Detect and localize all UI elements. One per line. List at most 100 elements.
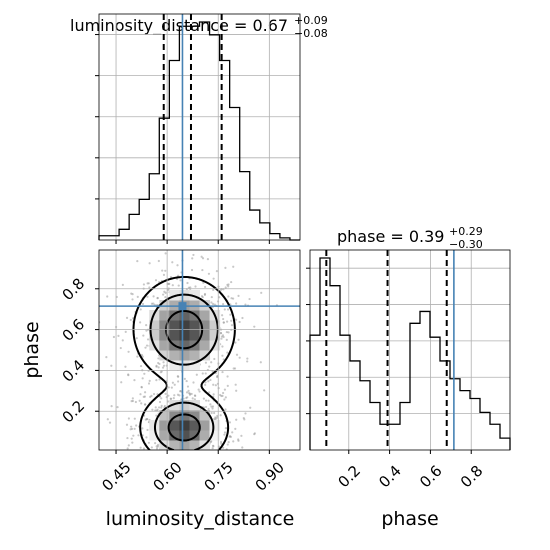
histogram-step-line bbox=[98, 21, 300, 241]
sample-point bbox=[259, 361, 262, 364]
density-cell bbox=[169, 320, 180, 331]
sample-point bbox=[211, 302, 215, 306]
sample-point bbox=[227, 283, 230, 286]
xlabel-luminosity-distance: luminosity_distance bbox=[106, 508, 295, 530]
sample-point bbox=[171, 284, 174, 287]
sample-point bbox=[181, 451, 183, 453]
x-tick-label: 0.90 bbox=[252, 458, 288, 494]
sample-point bbox=[227, 331, 230, 334]
y-tick-label: 0.8 bbox=[59, 274, 89, 304]
sample-point bbox=[177, 274, 180, 277]
sample-point bbox=[124, 365, 127, 368]
density-cell bbox=[199, 430, 211, 441]
sample-point bbox=[204, 399, 208, 402]
sample-point bbox=[227, 451, 229, 453]
density-cell bbox=[179, 330, 190, 341]
x-tick-label: 0.45 bbox=[98, 458, 134, 494]
sample-point bbox=[180, 458, 182, 460]
density-cell bbox=[149, 320, 160, 331]
phase-histogram: 0.2 0.4 0.6 0.8 bbox=[306, 249, 511, 492]
sample-point bbox=[204, 361, 208, 364]
sample-point bbox=[158, 400, 162, 404]
sample-point bbox=[192, 467, 194, 469]
sample-point bbox=[204, 372, 207, 375]
sample-point bbox=[229, 313, 232, 316]
sample-point bbox=[184, 473, 186, 475]
sample-point bbox=[206, 258, 210, 261]
sample-point bbox=[198, 390, 201, 393]
density-cell bbox=[199, 320, 211, 331]
sample-point bbox=[207, 399, 210, 402]
sample-point bbox=[133, 427, 136, 430]
sample-point bbox=[248, 297, 251, 301]
density-cell bbox=[159, 410, 170, 421]
density-cell bbox=[159, 300, 170, 311]
sample-point bbox=[219, 414, 222, 417]
x-tick-label: 0.4 bbox=[375, 462, 405, 492]
sample-point bbox=[152, 302, 155, 305]
sample-point bbox=[200, 295, 204, 298]
sample-point bbox=[241, 316, 244, 320]
truth-marker bbox=[178, 302, 187, 311]
sample-point bbox=[173, 394, 176, 397]
sample-point bbox=[151, 408, 154, 411]
sample-point bbox=[188, 474, 190, 476]
sample-point bbox=[260, 291, 263, 294]
sample-point bbox=[87, 423, 89, 425]
sample-point bbox=[226, 320, 229, 323]
sample-point bbox=[221, 354, 224, 357]
sample-point bbox=[168, 282, 171, 285]
sample-point bbox=[139, 308, 142, 311]
sample-point bbox=[210, 411, 213, 415]
sample-point bbox=[155, 453, 157, 455]
density-cell bbox=[199, 420, 211, 431]
sample-point bbox=[194, 285, 197, 288]
sample-point bbox=[226, 375, 229, 378]
sample-point bbox=[126, 436, 129, 440]
density-cell bbox=[189, 420, 200, 431]
sample-point bbox=[249, 406, 252, 409]
sample-point bbox=[197, 388, 200, 391]
sample-point bbox=[158, 406, 161, 409]
sample-point bbox=[263, 389, 266, 392]
sample-point bbox=[135, 337, 138, 340]
sample-point bbox=[152, 392, 156, 396]
density-cell bbox=[199, 310, 211, 321]
sample-point bbox=[162, 364, 166, 367]
density-cell bbox=[169, 330, 180, 341]
sample-point bbox=[121, 339, 124, 342]
sample-point bbox=[214, 384, 217, 387]
sample-point bbox=[110, 405, 113, 408]
sample-point bbox=[147, 382, 151, 385]
sample-point bbox=[185, 379, 188, 383]
sample-point bbox=[213, 417, 216, 421]
sample-point bbox=[194, 463, 196, 465]
sample-point bbox=[160, 404, 163, 407]
sample-point bbox=[162, 293, 165, 296]
sample-point bbox=[148, 262, 151, 265]
sample-point bbox=[152, 295, 155, 298]
density-cell bbox=[179, 320, 190, 331]
sample-point bbox=[187, 477, 189, 479]
sample-point bbox=[195, 373, 198, 376]
sample-point bbox=[225, 338, 228, 341]
sample-point bbox=[186, 385, 190, 388]
sample-point bbox=[132, 434, 135, 437]
sample-point bbox=[223, 433, 226, 436]
sample-point bbox=[136, 260, 139, 263]
sample-point bbox=[105, 355, 108, 359]
sample-point bbox=[219, 440, 223, 444]
sample-point bbox=[154, 279, 158, 282]
sample-point bbox=[230, 324, 234, 327]
sample-point bbox=[106, 295, 109, 298]
sample-point bbox=[196, 465, 198, 467]
sample-point bbox=[145, 329, 148, 332]
sample-point bbox=[234, 383, 237, 386]
sample-point bbox=[201, 452, 203, 454]
sample-point bbox=[156, 445, 160, 448]
sample-point bbox=[156, 408, 159, 411]
sample-point bbox=[133, 378, 136, 382]
sample-point bbox=[174, 450, 176, 452]
sample-point bbox=[234, 456, 236, 458]
sample-point bbox=[131, 298, 134, 301]
